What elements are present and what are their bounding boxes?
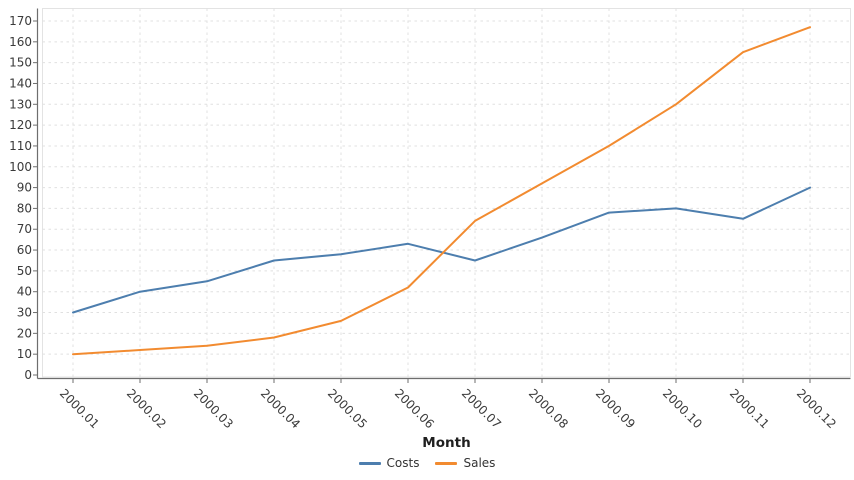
x-tick-label: 2000.05 [325,386,370,431]
y-tick-label: 70 [17,222,32,236]
x-tick-label: 2000.12 [794,386,839,431]
legend-line-marker [435,461,458,465]
x-tick-label: 2000.07 [459,386,504,431]
y-tick-label: 30 [17,306,32,320]
y-tick-label: 50 [17,264,32,278]
y-tick-label: 80 [17,201,32,215]
legend-line-marker [358,461,381,465]
legend-label: Sales [463,456,496,470]
x-tick-label: 2000.06 [392,386,437,431]
x-tick-label: 2000.08 [526,386,571,431]
y-tick-label: 40 [17,285,32,299]
x-tick-label: 2000.03 [191,386,236,431]
x-tick-label: 2000.01 [57,386,102,431]
y-tick-label: 120 [9,118,32,132]
y-tick-label: 100 [9,160,32,174]
series-line-sales [72,26,811,356]
legend-item-sales: Sales [435,456,495,470]
x-tick-label: 2000.10 [660,386,705,431]
x-tick-label: 2000.09 [593,386,638,431]
x-axis-title: Month [422,435,471,451]
y-tick-label: 10 [17,347,32,361]
y-tick-label: 0 [24,368,32,382]
y-tick-label: 90 [17,181,32,195]
y-tick-label: 20 [17,326,32,340]
x-tick-label: 2000.04 [258,386,303,431]
y-tick-label: 130 [9,97,32,111]
y-tick-label: 170 [9,14,32,28]
plot-border [42,8,851,378]
legend-item-costs: Costs [358,456,420,470]
y-tick-label: 140 [9,76,32,90]
legend-label: Costs [386,456,420,470]
y-tick-label: 150 [9,56,32,70]
y-tick-label: 110 [9,139,32,153]
legend: Costs Sales [0,456,854,470]
y-tick-label: 160 [9,35,32,49]
x-tick-label: 2000.11 [727,386,772,431]
x-tick-label: 2000.02 [124,386,169,431]
y-tick-label: 60 [17,243,32,257]
series-line-costs [72,186,811,314]
